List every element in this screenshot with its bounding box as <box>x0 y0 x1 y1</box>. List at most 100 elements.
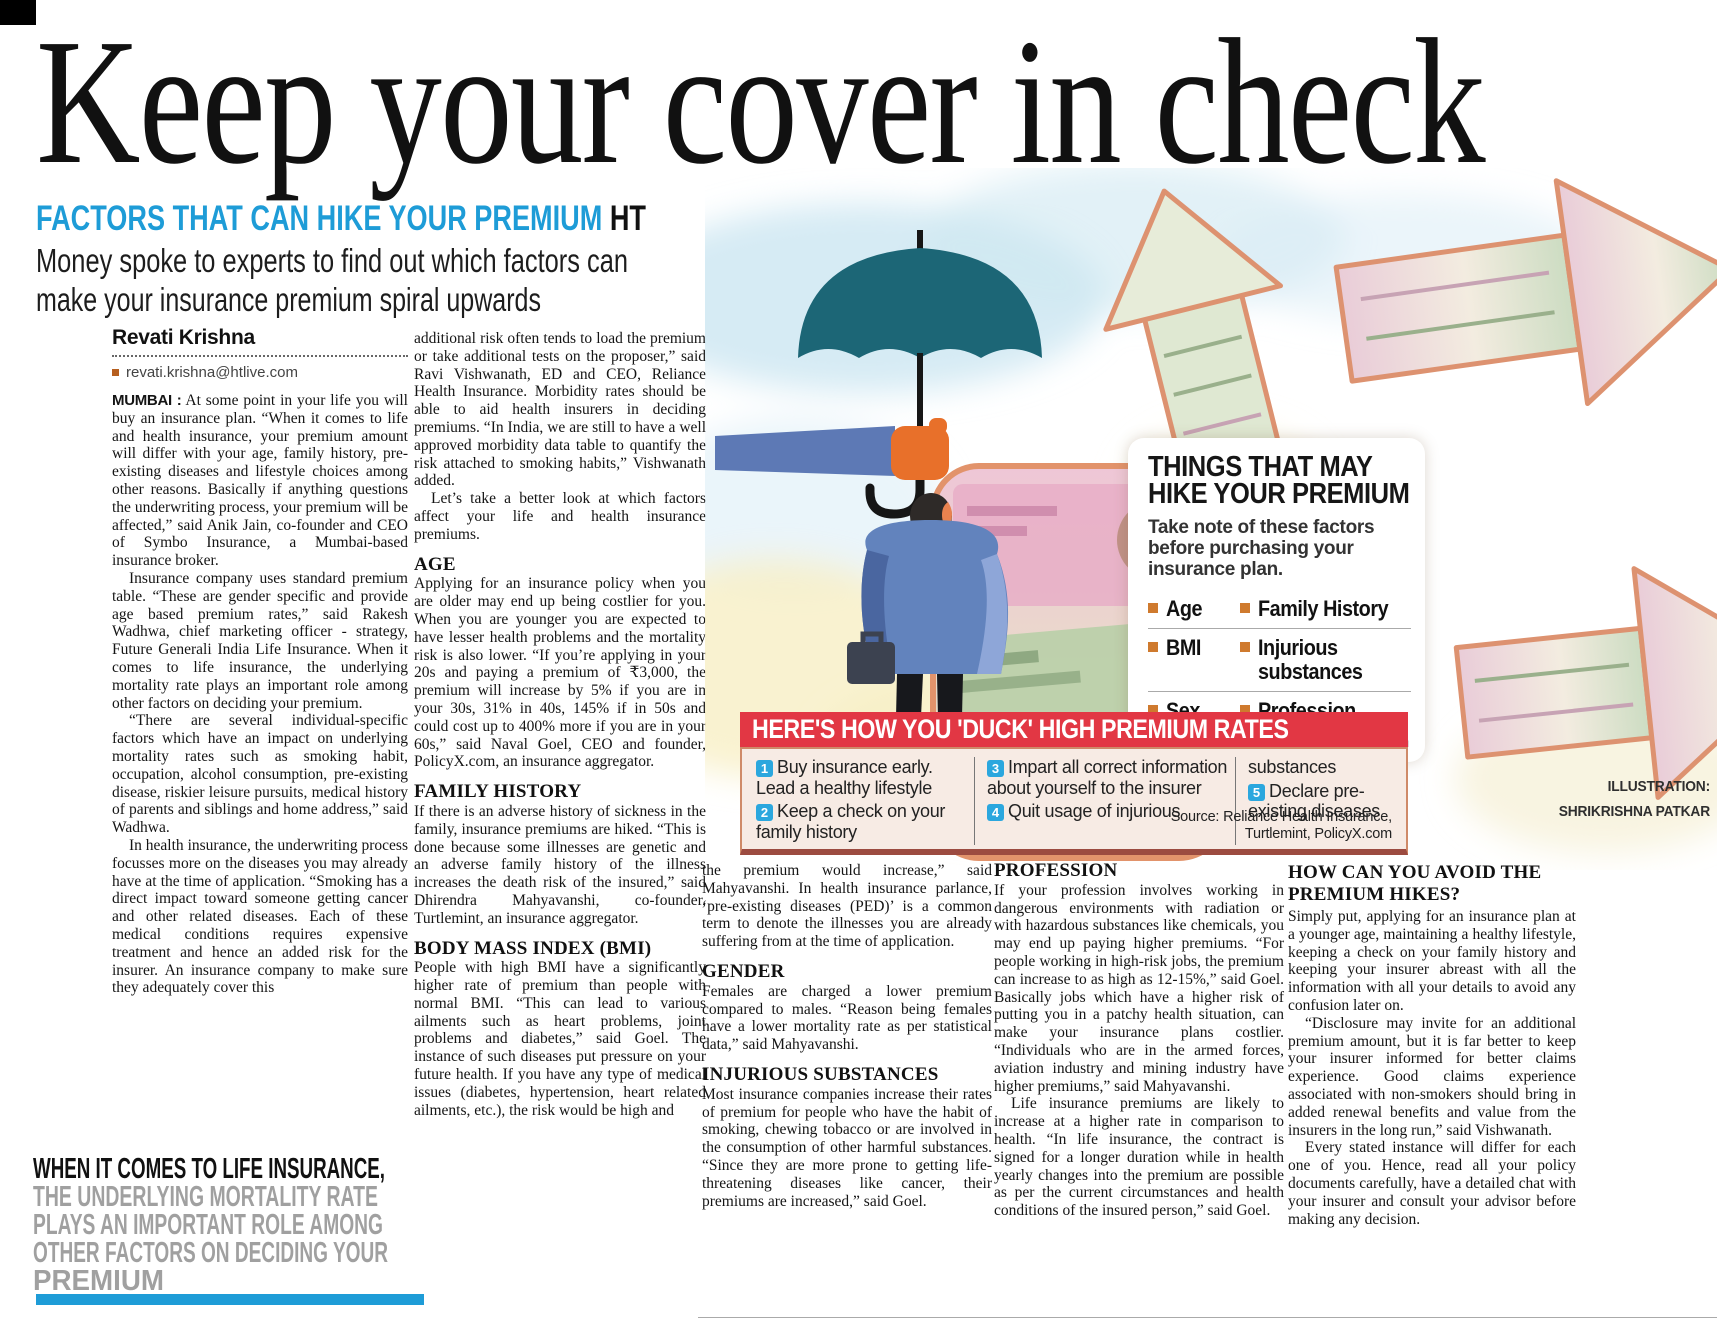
deck: FACTORS THAT CAN HIKE YOUR PREMIUM HT Mo… <box>36 199 646 318</box>
duck-banner-text: HERE'S HOW YOU 'DUCK' HIGH PREMIUM RATES <box>752 714 1289 744</box>
tips-column-2: 3 Impart all correct information about yo… <box>974 757 1229 845</box>
dateline: MUMBAI : <box>112 392 182 409</box>
page-corner-mark <box>0 0 36 25</box>
paragraph-lead-text: At some point in your life you will buy … <box>112 392 408 570</box>
umbrella-shaft <box>917 353 923 475</box>
tip-item: 3 Impart all correct information about yo… <box>987 757 1229 798</box>
paragraph: Most insurance companies increase their … <box>702 1085 992 1210</box>
tip-item: 4 Quit usage of injurious <box>987 801 1229 822</box>
deck-line2: Money spoke to experts to find out which… <box>36 242 628 279</box>
tip-item: 5 Declare pre-existing diseases <box>1248 781 1396 822</box>
factor-label: Age <box>1166 596 1203 621</box>
thumb <box>929 418 947 434</box>
factor-row: BMI Injurious substances <box>1148 628 1411 691</box>
factor-cell: Age <box>1148 597 1240 621</box>
paragraph: Every stated instance will differ for ea… <box>1288 1139 1576 1228</box>
factor-cell: BMI <box>1148 636 1240 684</box>
tip-text: Declare pre-existing diseases <box>1248 780 1380 822</box>
paragraph: Applying for an insurance policy when yo… <box>414 575 706 771</box>
orange-bullet-icon <box>1148 642 1158 652</box>
column-1: MUMBAI : At some point in your life you … <box>112 392 408 997</box>
paragraph: Let’s take a better look at which factor… <box>414 490 706 543</box>
section-heading-family-history: FAMILY HISTORY <box>414 781 582 803</box>
pull-quote-accent-bar <box>36 1294 424 1305</box>
factor-cell: Family History <box>1240 597 1411 621</box>
factor-row: Age Family History <box>1148 590 1411 628</box>
section-heading-injurious-substances: INJURIOUS SUBSTANCES <box>702 1063 939 1085</box>
deck-line1: FACTORS THAT CAN HIKE YOUR PREMIUM HT <box>36 199 646 238</box>
section-heading-age: AGE <box>414 553 456 575</box>
tip-number-badge: 2 <box>756 804 773 821</box>
byline-email-row: revati.krishna@htlive.com <box>112 364 408 381</box>
briefcase-handle <box>860 631 884 642</box>
factor-label: Injurious substances <box>1258 635 1363 684</box>
paragraph: Life insurance premiums are likely to in… <box>994 1095 1284 1220</box>
tip-number-badge: 3 <box>987 760 1004 777</box>
torso <box>861 520 1009 674</box>
orange-bullet-icon <box>1240 642 1250 652</box>
tip-text: Quit usage of injurious <box>1008 801 1181 821</box>
hike-factors-title-line2: HIKE YOUR PREMIUM <box>1148 478 1410 510</box>
tips-source: Source: Reliance Health Insurance, Turtl… <box>1170 809 1393 842</box>
tip-item: 1 Buy insurance early. Lead a healthy lif… <box>756 757 968 798</box>
illustration-credit: ILLUSTRATION: SHRIKRISHNA PATKAR <box>1549 774 1710 824</box>
arm <box>715 426 895 476</box>
column-3: the premium would increase,” said Mahyav… <box>702 862 992 1210</box>
tip-text: Buy insurance early. Lead a healthy life… <box>756 757 933 798</box>
illustration-credit-label: ILLUSTRATION: <box>1607 778 1711 795</box>
headline: Keep your cover in check <box>36 10 1488 201</box>
paragraph: Simply put, applying for an insurance pl… <box>1288 908 1576 1014</box>
column-4: PROFESSION If your profession involves w… <box>994 860 1284 1220</box>
orange-bullet-icon <box>1240 705 1250 715</box>
illustration-credit-name: SHRIKRISHNA PATKAR <box>1558 803 1710 820</box>
paragraph: Females are charged a lower premium comp… <box>702 982 992 1054</box>
orange-bullet-icon <box>1148 603 1158 613</box>
section-heading-profession: PROFESSION <box>994 860 1118 881</box>
tip-text: Keep a check on your family history <box>756 801 946 842</box>
bottom-rule <box>698 1317 1717 1318</box>
tip-text: Impart all correct information about you… <box>987 757 1228 798</box>
deck-line3: make your insurance premium spiral upwar… <box>36 281 541 318</box>
paragraph-lead: MUMBAI : At some point in your life you … <box>112 392 408 570</box>
byline-email: revati.krishna@htlive.com <box>126 364 298 381</box>
tip-continuation: substances <box>1248 757 1337 777</box>
tip-number-badge: 5 <box>1248 783 1265 801</box>
paragraph: Insurance company uses standard premium … <box>112 569 408 712</box>
paragraph: In health insurance, the underwriting pr… <box>112 836 408 997</box>
paragraph: “Disclosure may invite for an additional… <box>1288 1014 1576 1139</box>
paragraph: People with high BMI have a significantl… <box>414 959 706 1119</box>
duck-banner: HERE'S HOW YOU 'DUCK' HIGH PREMIUM RATES <box>740 712 1408 747</box>
hike-factors-title-line1: THINGS THAT MAY <box>1148 451 1373 483</box>
paragraph: If your profession involves working in d… <box>994 881 1284 1095</box>
briefcase <box>847 642 895 684</box>
pull-quote-line: OTHER FACTORS ON DECIDING YOUR <box>33 1237 388 1269</box>
headline-text: Keep your cover in check <box>36 10 1486 201</box>
tip-number-badge: 4 <box>987 804 1004 821</box>
byline-author: Revati Krishna <box>112 326 408 357</box>
right-arm <box>977 554 1008 674</box>
orange-bullet-icon <box>1240 603 1250 613</box>
paragraph: additional risk often tends to load the … <box>414 330 706 490</box>
email-bullet-icon <box>112 369 119 376</box>
tip-number-badge: 1 <box>756 760 773 777</box>
orange-bullet-icon <box>1148 705 1158 715</box>
paragraph: the premium would increase,” said Mahyav… <box>702 862 992 951</box>
paragraph: If there is an adverse history of sickne… <box>414 802 706 927</box>
hike-factors-list: Age Family History BMI Injurious substan… <box>1148 590 1411 730</box>
column-5: HOW CAN YOU AVOID THE PREMIUM HIKES? Sim… <box>1288 862 1576 1228</box>
hike-factors-subtitle: Take note of these factors before purcha… <box>1148 517 1375 580</box>
duck-tips-panel: 1 Buy insurance early. Lead a healthy lif… <box>740 747 1408 855</box>
hand <box>891 426 949 480</box>
deck-kicker: FACTORS THAT CAN HIKE YOUR PREMIUM <box>36 199 602 238</box>
money-arrow-right-top <box>1333 178 1717 407</box>
umbrella-canopy <box>798 248 1042 358</box>
paragraph: “There are several individual-specific f… <box>112 712 408 837</box>
column-2: additional risk often tends to load the … <box>414 330 706 1119</box>
section-heading-avoid-hikes: HOW CAN YOU AVOID THE PREMIUM HIKES? <box>1288 862 1542 905</box>
section-heading-bmi: BODY MASS INDEX (BMI) <box>414 937 652 959</box>
factor-cell: Injurious substances <box>1240 636 1411 684</box>
pull-quote-line: THE UNDERLYING MORTALITY RATE <box>33 1181 378 1213</box>
pull-quote-line: PREMIUM <box>33 1265 164 1297</box>
byline: Revati Krishna revati.krishna@htlive.com <box>112 326 408 381</box>
